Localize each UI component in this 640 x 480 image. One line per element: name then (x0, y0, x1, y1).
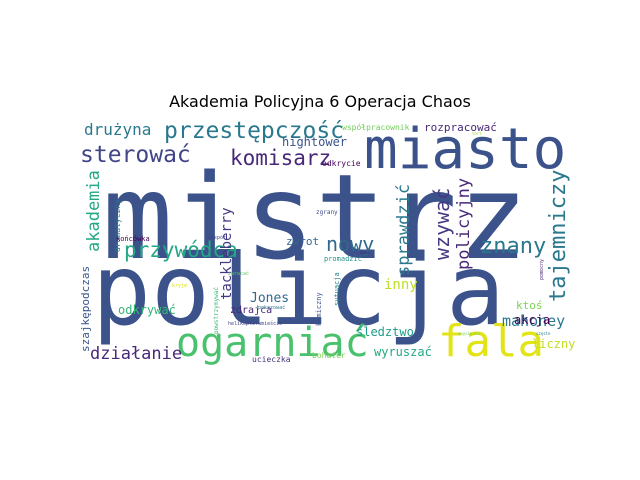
cloud-word: wzywać (430, 187, 454, 260)
cloud-word: sterować (80, 142, 191, 168)
cloud-word: policyjny (454, 177, 474, 270)
cloud-word: mahoney (502, 312, 566, 330)
cloud-word: ktoś (516, 299, 543, 312)
cloud-word: końcówka (116, 235, 150, 243)
cloud-word: mistrz (102, 148, 529, 286)
cloud-word: odkrywać (118, 303, 176, 317)
cloud-word: bohater (312, 351, 346, 360)
cloud-word: zwracać (228, 271, 250, 277)
cloud-word: ucieczka (252, 355, 291, 364)
cloud-word: liczny (532, 337, 576, 351)
chart-title: Akademia Policyjna 6 Operacja Chaos (169, 92, 471, 111)
cloud-word: pokazować (258, 305, 286, 311)
cloud-word: pomocny (539, 258, 545, 280)
cloud-word: policja (92, 234, 506, 348)
cloud-word: dramatyczny (113, 199, 122, 252)
cloud-word: nowy (326, 232, 375, 256)
cloud-word: inny (384, 277, 418, 293)
cloud-word: tort (472, 131, 482, 136)
cloud-word: zespół (208, 235, 227, 241)
cloud-word: ogarniać (176, 320, 369, 366)
cloud-word: odkrycie (322, 159, 361, 168)
word-cloud: mistrz policja miasto ogarniać fala przestępc… (80, 120, 576, 368)
cloud-word: promadzić (324, 255, 362, 263)
cloud-word: tajemniczy (546, 169, 571, 302)
cloud-word: komisarz (230, 146, 332, 170)
cloud-word: nowa (360, 250, 370, 255)
cloud-word: rozpracować (424, 121, 497, 134)
cloud-word: szajkępodczas (80, 265, 92, 352)
cloud-word: działanie (90, 344, 183, 364)
cloud-word: akademia (84, 170, 104, 252)
cloud-word: zdrajca (230, 305, 273, 316)
cloud-word: zgrany (316, 209, 338, 216)
cloud-word: tackleberry (219, 207, 235, 300)
cloud-word: komiczny (315, 292, 323, 326)
cloud-word: przywódca (124, 238, 238, 262)
cloud-word: miasto (364, 120, 567, 182)
cloud-word: kryje (172, 283, 188, 289)
cloud-word: przestępczość (164, 120, 345, 144)
cloud-word: akcja (514, 313, 551, 327)
cloud-word: zwycięzca (458, 331, 480, 336)
cloud-word: sprawdzić (394, 183, 414, 276)
cloud-word: powstrzymywać (213, 287, 220, 334)
cloud-word: wyruszać (374, 345, 432, 359)
cloud-word: śledztwo (356, 325, 414, 339)
cloud-word: sytuacja (333, 272, 341, 306)
cloud-word: Jones (250, 291, 290, 306)
cloud-word: hightower (282, 135, 348, 149)
cloud-word: często (536, 331, 551, 336)
cloud-word: helikopterwmieście (228, 321, 283, 327)
cloud-word: znany (480, 234, 547, 259)
cloud-word: fala (438, 316, 544, 367)
cloud-word: zwrot (286, 235, 320, 248)
cloud-word: współpracownik (342, 123, 410, 132)
cloud-word: drużyna (84, 120, 152, 139)
